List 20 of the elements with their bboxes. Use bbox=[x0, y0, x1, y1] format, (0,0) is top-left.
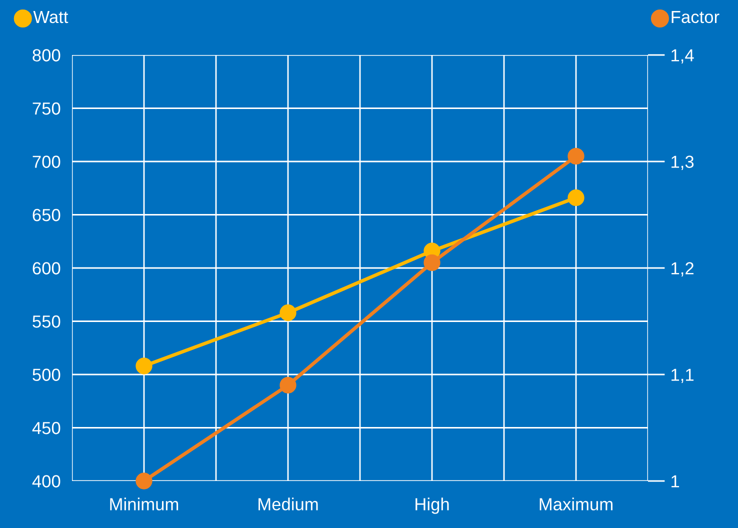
y-tick-label: 800 bbox=[32, 49, 60, 62]
x-tick-label: High bbox=[416, 498, 449, 514]
x-tick-label: Maximum bbox=[540, 498, 612, 510]
y-tick-label: 400 bbox=[32, 475, 60, 488]
y-tick-label: 550 bbox=[32, 315, 60, 328]
y-tick-label: 650 bbox=[32, 208, 60, 222]
y2-tick-label: 1,3 bbox=[672, 156, 694, 170]
x-tick-label: Medium bbox=[258, 498, 318, 510]
y2-tick-label: 1,1 bbox=[672, 368, 694, 384]
legend-label: Watt bbox=[33, 11, 68, 24]
y2-tick-label: 1 bbox=[672, 475, 680, 488]
y-tick-label: 600 bbox=[32, 262, 60, 274]
y2-tick-label: 1,2 bbox=[672, 262, 694, 277]
y-tick-label: 700 bbox=[32, 156, 60, 168]
x-tick-label: Minimum bbox=[110, 498, 178, 510]
y-tick-label: 500 bbox=[32, 368, 60, 381]
y-tick-label: 750 bbox=[32, 102, 60, 115]
legend-label: Factor bbox=[672, 11, 720, 24]
y-tick-label: 450 bbox=[32, 422, 60, 434]
y2-tick-label: 1,4 bbox=[672, 49, 694, 64]
